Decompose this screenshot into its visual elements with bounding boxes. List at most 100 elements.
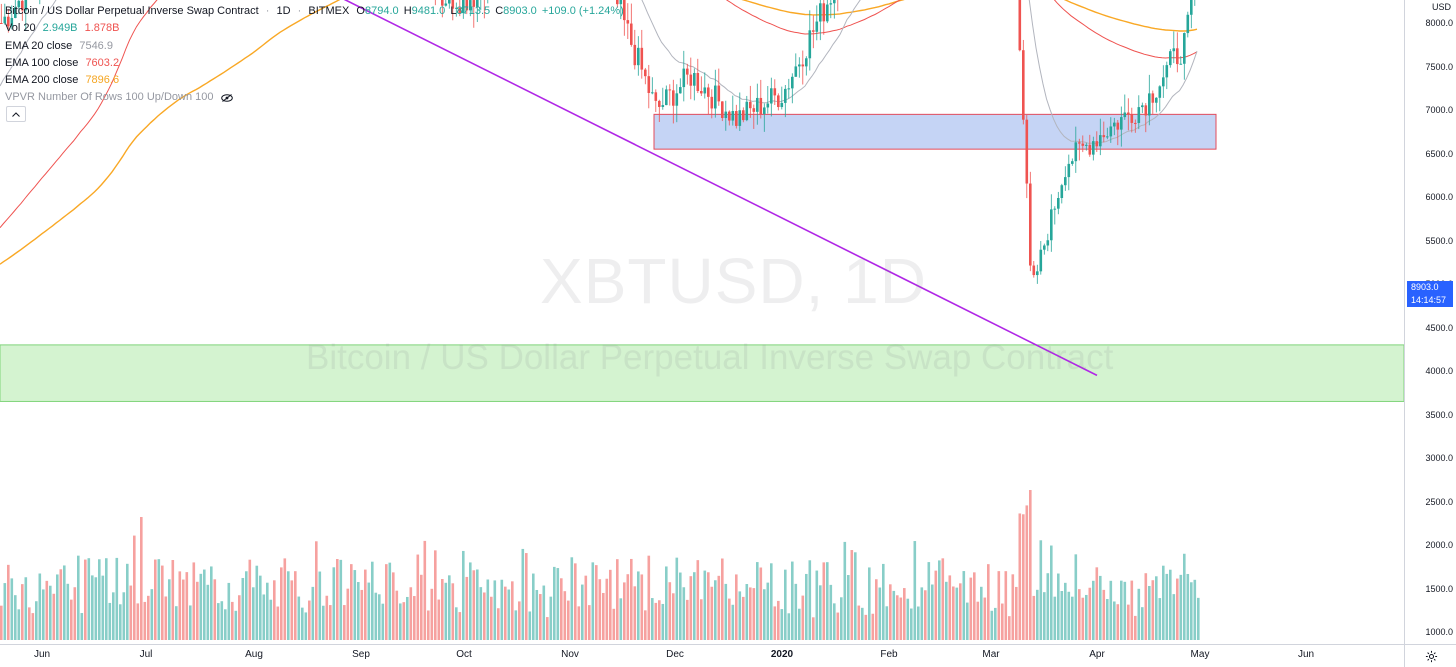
volume-bar [945,581,948,640]
volume-bar [756,562,759,640]
candle-body [1183,33,1186,64]
volume-bar [182,579,185,640]
volume-bar [490,596,493,640]
volume-bar [623,582,626,640]
volume-bar [451,583,455,640]
volume-bar [784,569,787,640]
time-tick-label: Dec [666,649,684,660]
symbol-title[interactable]: Bitcoin / US Dollar Perpetual Inverse Sw… [5,5,259,17]
volume-bar [539,594,542,640]
indicator-row-ema100[interactable]: EMA 100 close 7603.2 [5,55,628,72]
volume-bar [812,617,815,640]
indicator-label[interactable]: EMA 20 close [5,39,73,52]
volume-bar [290,580,294,640]
eye-slash-icon[interactable] [220,93,233,102]
volume-bar [973,572,976,640]
indicator-label[interactable]: VPVR Number Of Rows 100 Up/Down 100 [5,91,214,104]
candle-body [798,64,801,67]
volume-bar [504,586,507,640]
volume-bar [1095,567,1099,640]
volume-bar [161,565,164,640]
candle-body [773,88,777,96]
volume-bar [91,575,94,640]
volume-bar [339,559,343,640]
volume-bar [1057,573,1060,640]
volume-bar [297,596,301,640]
volume-bar [1190,582,1193,640]
symbol-legend-row[interactable]: Bitcoin / US Dollar Perpetual Inverse Sw… [5,5,624,17]
volume-bar [283,558,287,640]
volume-bar [707,572,710,640]
volume-bar [1074,554,1078,640]
price-tick-label: 2500.0 [1425,496,1453,507]
indicator-row-vpvr[interactable]: VPVR Number Of Rows 100 Up/Down 100 [5,89,628,106]
volume-bar [416,554,420,640]
candle-body [763,107,766,114]
volume-bar [38,573,42,640]
indicator-label[interactable]: EMA 100 close [5,56,79,69]
last-price-badge: 8903.0 [1407,281,1453,294]
indicator-label[interactable]: Vol 20 [5,22,36,35]
volume-bar [462,550,465,640]
volume-bar [273,580,276,640]
price-tick-label: 1500.0 [1425,583,1453,594]
candle-body [749,101,752,109]
collapse-legend-button[interactable] [6,106,26,122]
volume-bar [322,605,325,640]
volume-bar [427,610,430,640]
candle-body [644,69,647,77]
volume-bar [287,571,290,640]
candle-body [1144,105,1148,116]
candle-body [731,111,735,121]
candle-body [717,85,721,102]
volume-bar [605,578,609,640]
volume-bar [77,555,80,640]
candle-body [784,88,787,103]
candle-body [1155,97,1158,103]
candle-body [812,30,815,32]
volume-bar [899,597,903,640]
volume-bar [815,570,819,640]
candle-body [1074,142,1078,162]
chart-settings-button[interactable] [1404,644,1456,667]
volume-bar [633,586,637,640]
volume-bar [1183,553,1186,640]
volume-bar [269,599,273,640]
indicator-row-ema20[interactable]: EMA 20 close 7546.9 [5,38,628,55]
candle-body [679,87,682,94]
interval-label[interactable]: 1D [276,5,291,17]
price-chart-canvas[interactable] [0,0,1404,644]
candle-body [1162,77,1165,87]
volume-bar [1113,601,1116,640]
time-axis[interactable]: Jun Jul Aug Sep Oct Nov Dec 2020 Feb Mar Apr May Jun [0,644,1404,667]
volume-bar [847,575,850,640]
volume-bar [682,587,686,640]
candle-body [710,96,714,109]
volume-bar [840,597,843,640]
candle-body [658,100,661,107]
volume-bar [101,575,105,640]
volume-bar [612,608,616,640]
chart-pane[interactable]: XBTUSD, 1D Bitcoin / US Dollar Perpetual… [0,0,1404,644]
candle-body [626,20,630,24]
volume-bar [1011,574,1015,640]
candle-body [1067,163,1071,178]
candle-body [805,58,808,67]
candle-body [7,16,10,27]
candle-body [833,0,836,4]
volume-bar [1018,513,1022,640]
volume-bar [507,589,511,640]
price-axis[interactable]: USD 15000.014500.014000.013500.013000.01… [1404,0,1456,644]
indicator-row-volume[interactable]: Vol 20 2.949B 1.878B [5,20,628,37]
time-tick-label: 2020 [770,649,794,660]
candle-body [668,89,672,91]
volume-bar [602,592,605,640]
candle-body [1022,50,1025,120]
indicator-label[interactable]: EMA 200 close [5,74,79,87]
volume-bar [238,595,241,640]
time-tick-label: Jun [1297,649,1315,660]
candle-body [1025,119,1029,184]
indicator-row-ema200[interactable]: EMA 200 close 7896.6 [5,72,628,89]
volume-bar [1120,580,1123,640]
time-tick-label: Jul [139,649,153,660]
